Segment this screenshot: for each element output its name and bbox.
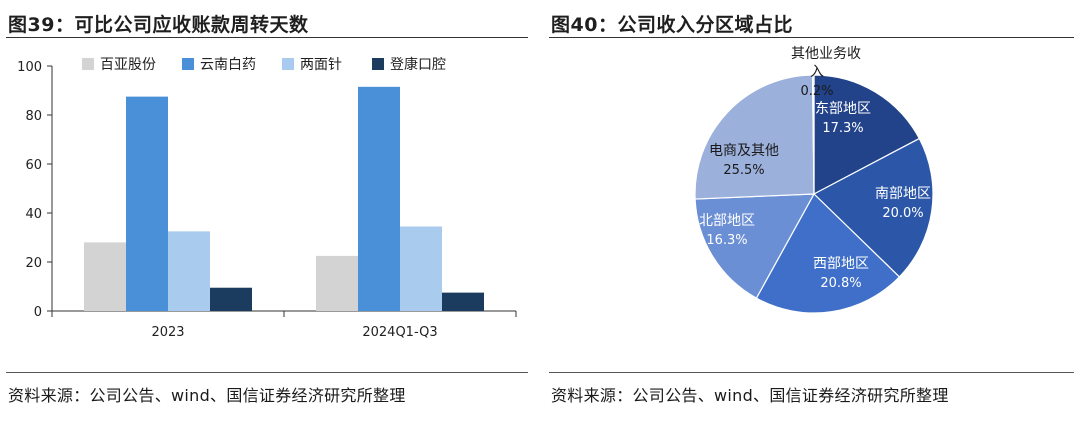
right-source-rule [549,372,1074,373]
pie-slice-percent: 20.8% [820,276,861,291]
pie-slice [812,137,934,278]
y-tick-label: 100 [17,60,42,75]
y-tick-label: 40 [25,207,42,222]
y-tick-label: 20 [25,256,42,271]
bar [126,96,168,311]
pie-slice-percent: 25.5% [723,163,764,178]
bar-chart: 0 20 40 60 80 100 2023 2024Q1-Q3 百亚股份 云南白药 两面针 登康口腔 [17,56,517,340]
right-source-note: 资料来源：公司公告、wind、国信证券经济研究所整理 [551,386,949,405]
pie-slice-label: 其他业务收 [791,46,861,62]
legend-label: 云南白药 [200,57,256,73]
x-category-label: 2024Q1-Q3 [362,325,437,340]
pie-chart: 东部地区 17.3% 南部地区 20.0% 西部地区 20.8% 北部地区 16.3% 电商及其… [694,46,934,314]
left-figure-panel: 图39：可比公司应收账款周转天数 0 20 40 60 80 100 2023 2024Q1-… [6,0,528,429]
left-source-note: 资料来源：公司公告、wind、国信证券经济研究所整理 [8,386,406,405]
legend-swatch [282,58,294,70]
pie-slice-label: 东部地区 [815,101,871,117]
pie-slice-percent: 20.0% [882,206,923,221]
left-figure-title: 图39：可比公司应收账款周转天数 [8,14,309,36]
pie-slice-percent: 16.3% [706,233,747,248]
right-figure-title: 图40：公司收入分区域占比 [551,14,793,36]
bar [400,226,442,311]
left-title-rule [6,37,528,38]
pie-slice-label: 南部地区 [875,186,931,202]
legend-swatch [82,58,94,70]
bar [358,86,400,311]
legend-swatch [372,58,384,70]
legend-label: 百亚股份 [100,57,156,73]
pie-slice-label: 电商及其他 [709,143,779,159]
bar [210,287,252,311]
pie-slice [811,74,815,195]
right-figure-panel: 图40：公司收入分区域占比 东部地区 17.3% 南部地区 20.0% 西部地区 20.8… [549,0,1074,429]
legend-label: 两面针 [300,57,342,73]
legend-label: 登康口腔 [390,56,446,73]
pie-slice [694,193,816,299]
bar [168,231,210,311]
bar [316,255,358,311]
pie-slice [694,74,815,200]
x-category-label: 2023 [151,325,184,340]
left-source-rule [6,372,528,373]
pie-slice-label: 北部地区 [699,213,755,229]
y-tick-label: 80 [25,109,42,124]
y-tick-label: 60 [25,158,42,173]
right-title-rule [549,37,1074,38]
pie-slice-percent: 17.3% [822,121,863,136]
pie-slice-label: 入 [810,64,824,80]
bar [442,292,484,311]
pie-slice-label: 西部地区 [813,256,869,272]
bar [84,242,126,311]
y-tick-label: 0 [34,305,42,320]
pie-slice [755,193,901,314]
pie-slice [813,74,921,195]
legend-swatch [182,58,194,70]
pie-slice-percent: 0.2% [800,84,833,99]
